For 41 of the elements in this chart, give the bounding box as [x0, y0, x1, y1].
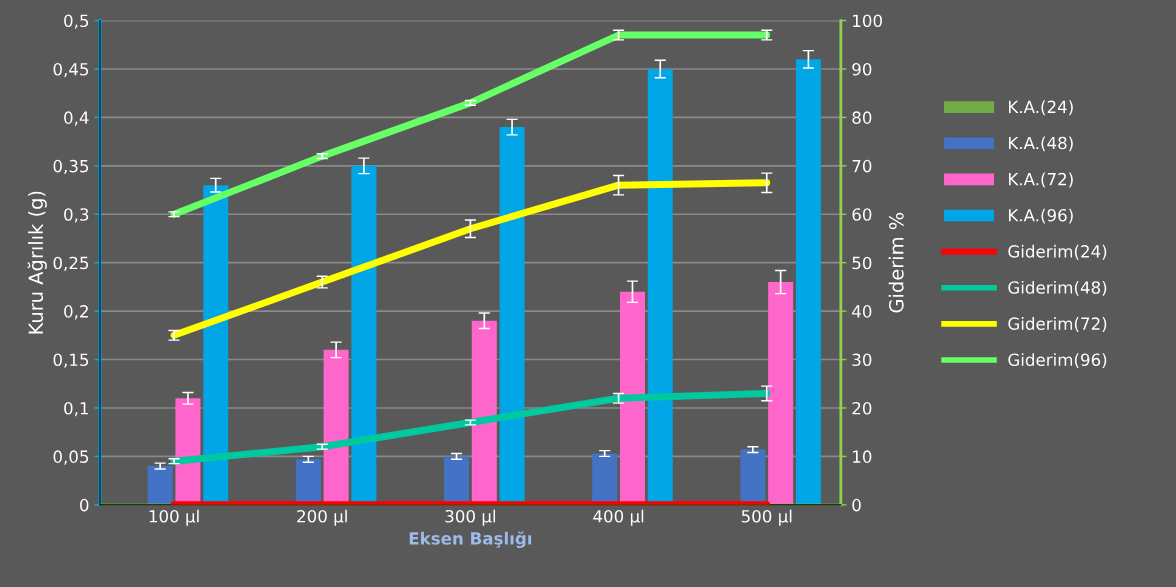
y-tick-label: 0,15	[53, 353, 89, 368]
y2-tick-label: 30	[852, 353, 872, 367]
y-tick-label: 0,35	[53, 159, 89, 175]
y2-tick-label: 0	[852, 498, 861, 512]
y2-tick-label: 40	[852, 305, 872, 318]
x-tick-label: 400 µl	[593, 509, 644, 526]
bar	[795, 59, 821, 505]
y2-axis-title: Giderim %	[888, 212, 904, 313]
legend-label: K.A.(24)	[1009, 100, 1073, 116]
y-axis-title: Kuru Ağrılık (g)	[27, 191, 47, 334]
x-tick-label: 200 µl	[297, 509, 347, 526]
x-axis-title: Eksen Başlığı	[409, 531, 532, 549]
y-tick-label: 0,2	[64, 305, 88, 320]
legend-label: K.A.(72)	[1009, 172, 1073, 188]
y2-tick-label: 20	[852, 401, 872, 415]
legend-label: Giderim(48)	[1008, 280, 1107, 296]
y-tick-label: 0,5	[64, 14, 89, 29]
y2-tick-label: 80	[852, 111, 872, 124]
y-tick-label: 0,25	[53, 256, 89, 271]
legend-label: K.A.(48)	[1009, 136, 1073, 152]
y-tick-label: 0	[80, 498, 89, 512]
x-tick-label: 500 µl	[741, 509, 792, 526]
y-tick-label: 0,05	[53, 450, 89, 465]
bar	[147, 466, 173, 505]
y-tick-label: 0,4	[64, 111, 89, 126]
legend-label: Giderim(96)	[1008, 353, 1107, 369]
y2-tick-label: 50	[852, 256, 872, 270]
legend-label: Giderim(72)	[1008, 317, 1107, 332]
y2-tick-label: 70	[852, 159, 872, 173]
x-tick-label: 100 µl	[149, 509, 199, 526]
legend-label: Giderim(24)	[1008, 244, 1107, 260]
y-tick-label: 0,1	[64, 401, 88, 417]
x-tick-label: 300 µl	[445, 509, 496, 526]
y-tick-label: 0,3	[64, 208, 89, 223]
y2-tick-label: 90	[852, 62, 872, 76]
y2-tick-label: 100	[853, 14, 882, 28]
bar	[768, 282, 794, 505]
y2-tick-label: 10	[853, 450, 872, 463]
y-tick-label: 0,45	[53, 62, 89, 78]
legend-label: K.A.(96)	[1009, 208, 1073, 224]
y2-tick-label: 60	[852, 208, 872, 221]
